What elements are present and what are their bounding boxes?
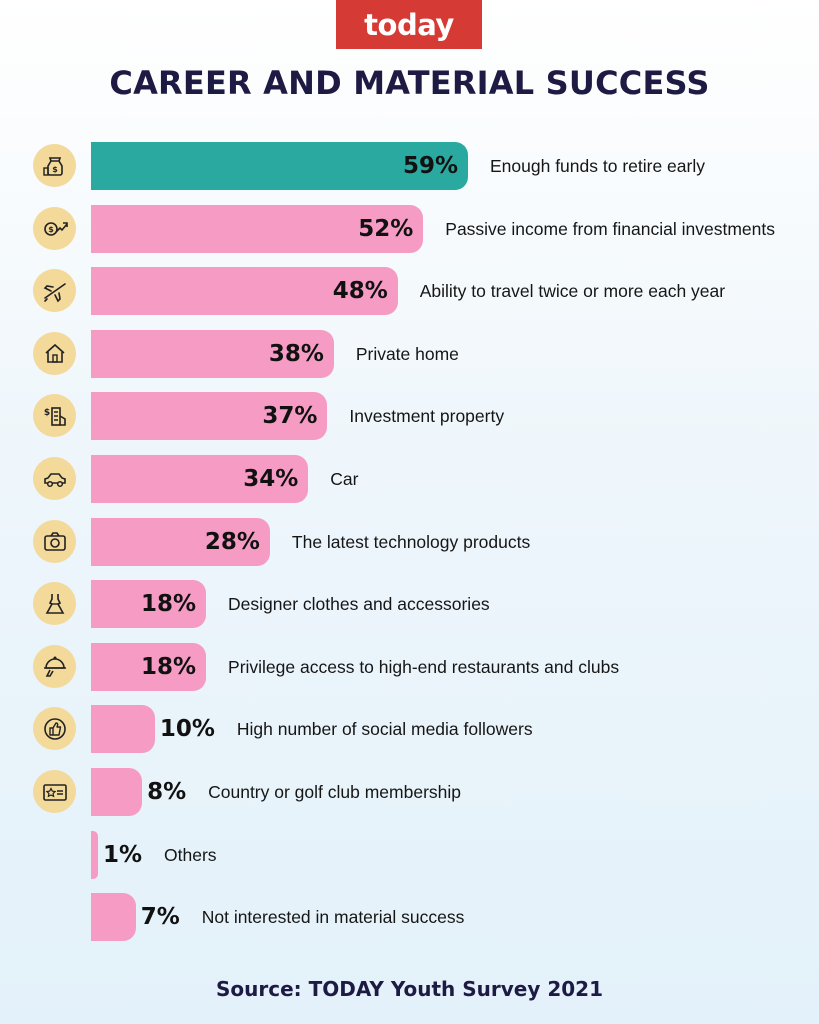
svg-text:$: $: [48, 225, 54, 234]
bar: [91, 392, 328, 441]
membership-card-icon: [33, 770, 76, 813]
bar-value-label: 18%: [141, 591, 197, 618]
category-label: Investment property: [349, 406, 505, 427]
chart-row: $52% Passive income from financial invest…: [0, 204, 819, 253]
bar-value-label: 38%: [268, 340, 324, 367]
chart-row: 10% High number of social media followers: [0, 705, 819, 754]
bar: [91, 705, 155, 754]
chart-source: Source: TODAY Youth Survey 2021: [215, 977, 604, 1001]
chart-row: 38% Private home: [0, 329, 819, 378]
bar-value-label: 7%: [140, 904, 180, 931]
cloche-icon: [33, 644, 76, 688]
car-icon: [33, 457, 76, 500]
bar-value-label: 28%: [204, 528, 260, 555]
category-label: Privilege access to high-end restaurants…: [228, 656, 620, 677]
property-building-icon: $: [33, 394, 76, 438]
bar: [91, 580, 207, 629]
camera-icon: [33, 519, 76, 563]
bar-value-label: 1%: [103, 841, 143, 868]
bar-value-label: 8%: [147, 779, 187, 805]
category-label: Designer clothes and accessories: [228, 594, 490, 615]
svg-text:$: $: [43, 408, 49, 418]
category-label: Country or golf club membership: [208, 782, 461, 802]
dress-icon: [33, 582, 76, 626]
bar: [91, 267, 398, 316]
bar: [91, 830, 98, 879]
category-label: Others: [164, 844, 217, 865]
bar: [91, 455, 309, 503]
investment-growth-icon: $: [33, 206, 76, 250]
chart-row: 28% The latest technology products: [0, 517, 819, 566]
money-bag-icon: $: [33, 144, 76, 187]
bar: [91, 893, 136, 942]
chart-row: 18% Privilege access to high-end restaura…: [0, 642, 819, 691]
chart-row: $37% Investment property: [0, 392, 819, 441]
bar: [91, 517, 270, 566]
bar-value-label: 18%: [141, 653, 197, 680]
chart-row: 48% Ability to travel twice or more each …: [0, 267, 819, 316]
airplane-icon: [33, 269, 76, 313]
category-label: Not interested in material success: [201, 907, 465, 928]
bar: [91, 329, 334, 378]
chart-title: CAREER AND MATERIAL SUCCESS: [109, 64, 710, 102]
bar-value-label: 37%: [262, 403, 318, 430]
category-label: The latest technology products: [291, 531, 531, 552]
bar-value-label: 59%: [403, 153, 459, 179]
house-icon: [33, 331, 76, 375]
chart-row: 34% Car: [0, 455, 819, 503]
category-label: High number of social media followers: [236, 719, 533, 740]
bar: [91, 204, 424, 253]
category-label: Enough funds to retire early: [490, 156, 705, 176]
bar: [91, 642, 207, 691]
thumbs-up-icon: [33, 707, 76, 751]
chart-row: 1% Others: [0, 830, 819, 879]
bar-value-label: 34%: [243, 466, 299, 492]
category-label: Car: [330, 469, 359, 489]
bar-value-label: 48%: [332, 278, 388, 305]
bar-value-label: 52%: [358, 215, 414, 242]
chart-row: 8% Country or golf club membership: [0, 768, 819, 816]
category-label: Passive income from financial investment…: [445, 218, 775, 239]
bar-value-label: 10%: [159, 716, 215, 743]
chart-row: 7% Not interested in material success: [0, 893, 819, 942]
category-label: Ability to travel twice or more each yea…: [419, 281, 726, 302]
svg-text:$: $: [52, 165, 58, 174]
today-logo: today: [336, 0, 482, 49]
chart-row: 18% Designer clothes and accessories: [0, 580, 819, 629]
bar: [91, 142, 468, 190]
category-label: Private home: [355, 343, 459, 364]
chart-row: $59% Enough funds to retire early: [0, 142, 819, 190]
bar: [91, 768, 143, 816]
